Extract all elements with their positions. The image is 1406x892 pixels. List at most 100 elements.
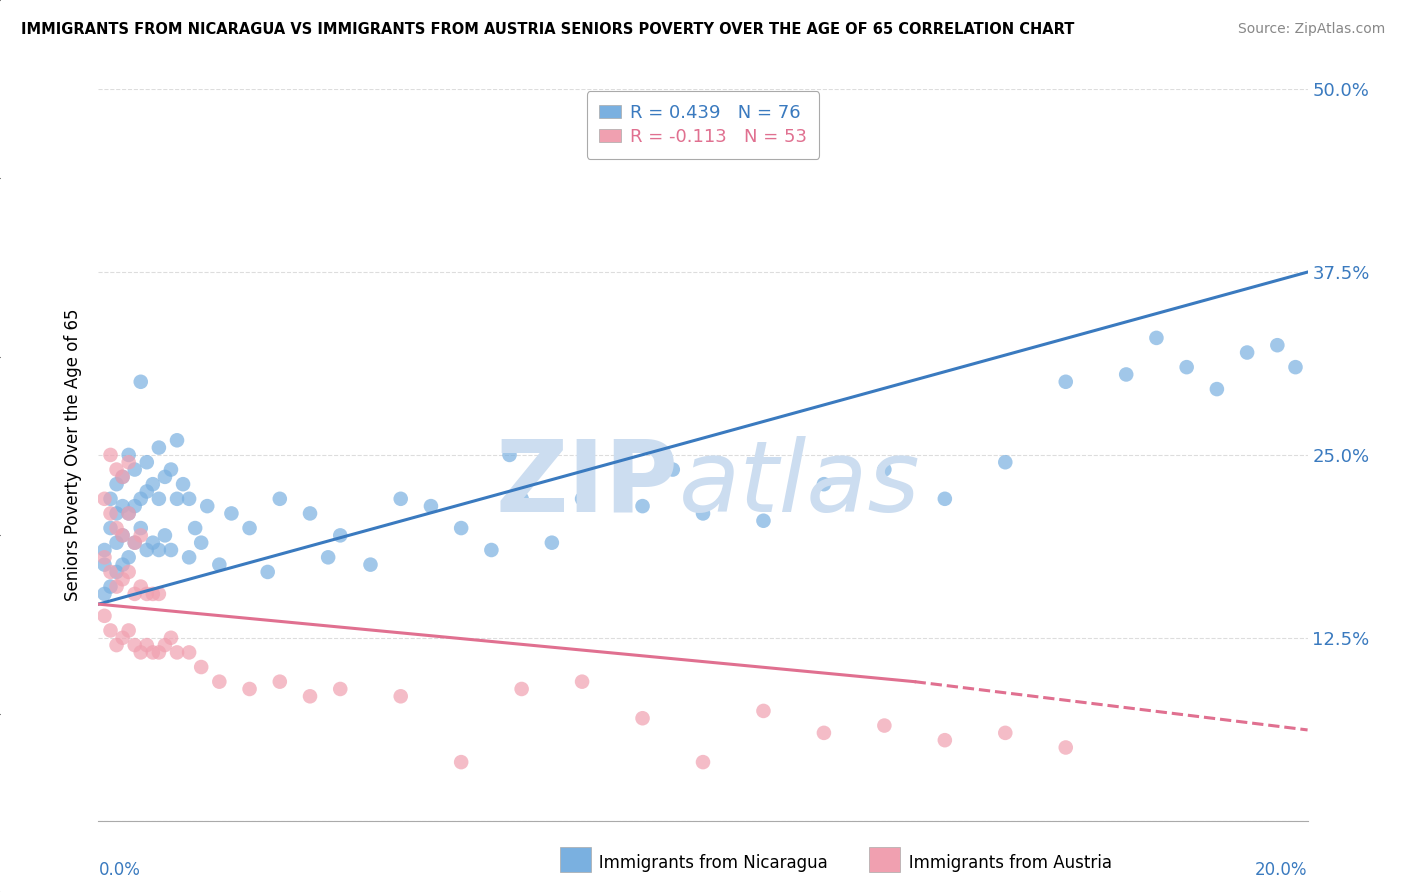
Point — [195, 499, 218, 513]
Point — [179, 550, 201, 565]
Point — [256, 565, 278, 579]
Point — [129, 580, 152, 594]
Point — [752, 704, 775, 718]
Point — [153, 470, 176, 484]
Point — [142, 645, 165, 659]
Point — [124, 462, 146, 476]
Point — [111, 528, 134, 542]
Point — [100, 521, 122, 535]
Point — [994, 726, 1017, 740]
Point — [124, 638, 146, 652]
Point — [221, 507, 243, 521]
Point — [129, 645, 152, 659]
Point — [148, 491, 170, 506]
Point — [129, 375, 152, 389]
Point — [498, 448, 520, 462]
Point — [631, 499, 654, 513]
Point — [124, 587, 146, 601]
Point — [118, 448, 141, 462]
Point — [105, 638, 128, 652]
Point — [873, 462, 896, 476]
Point — [571, 491, 593, 506]
Point — [389, 690, 412, 704]
Point — [1284, 360, 1306, 375]
Text: Immigrants from Nicaragua: Immigrants from Nicaragua — [562, 855, 828, 872]
Point — [93, 543, 115, 558]
Point — [148, 645, 170, 659]
Point — [118, 624, 141, 638]
Point — [118, 565, 141, 579]
Point — [299, 690, 322, 704]
Point — [813, 477, 835, 491]
Point — [105, 580, 128, 594]
Point — [160, 543, 183, 558]
Point — [1175, 360, 1198, 375]
Point — [184, 521, 207, 535]
Text: ZIP: ZIP — [496, 435, 679, 533]
Point — [118, 455, 141, 469]
Point — [1054, 375, 1077, 389]
Point — [166, 434, 188, 448]
Point — [135, 638, 157, 652]
Point — [239, 521, 262, 535]
Point — [360, 558, 382, 572]
Point — [661, 462, 683, 476]
Point — [135, 484, 157, 499]
Point — [329, 528, 352, 542]
Point — [208, 558, 231, 572]
Text: atlas: atlas — [679, 435, 921, 533]
Point — [571, 674, 593, 689]
Point — [1236, 345, 1258, 359]
Y-axis label: Seniors Poverty Over the Age of 65: Seniors Poverty Over the Age of 65 — [65, 309, 83, 601]
Point — [190, 535, 212, 549]
Point — [420, 499, 443, 513]
Point — [148, 587, 170, 601]
Point — [1144, 331, 1167, 345]
Point — [118, 507, 141, 521]
Point — [160, 462, 183, 476]
Point — [153, 528, 176, 542]
Point — [752, 514, 775, 528]
Point — [269, 674, 291, 689]
Point — [100, 624, 122, 638]
Point — [510, 491, 533, 506]
Point — [135, 587, 157, 601]
Point — [111, 528, 134, 542]
Point — [1267, 338, 1289, 352]
Point — [148, 441, 170, 455]
Point — [142, 587, 165, 601]
Point — [105, 462, 128, 476]
Text: Source: ZipAtlas.com: Source: ZipAtlas.com — [1237, 22, 1385, 37]
Point — [299, 507, 322, 521]
Point — [129, 528, 152, 542]
Point — [692, 507, 714, 521]
Point — [239, 681, 262, 696]
Point — [93, 550, 115, 565]
Point — [142, 477, 165, 491]
Point — [190, 660, 212, 674]
Point — [111, 499, 134, 513]
Point — [1206, 382, 1229, 396]
Point — [100, 565, 122, 579]
Point — [1115, 368, 1137, 382]
Point — [316, 550, 339, 565]
Text: Immigrants from Austria: Immigrants from Austria — [872, 855, 1112, 872]
Legend: R = 0.439   N = 76, R = -0.113   N = 53: R = 0.439 N = 76, R = -0.113 N = 53 — [586, 91, 820, 159]
Point — [1054, 740, 1077, 755]
Point — [135, 543, 157, 558]
Point — [510, 681, 533, 696]
Text: 0.0%: 0.0% — [98, 861, 141, 879]
Point — [93, 558, 115, 572]
Point — [208, 674, 231, 689]
Point — [135, 455, 157, 469]
Point — [873, 718, 896, 732]
Point — [994, 455, 1017, 469]
Point — [124, 535, 146, 549]
Point — [100, 448, 122, 462]
Point — [179, 645, 201, 659]
Point — [450, 755, 472, 769]
Point — [105, 521, 128, 535]
Point — [172, 477, 194, 491]
Point — [481, 543, 503, 558]
Point — [142, 535, 165, 549]
